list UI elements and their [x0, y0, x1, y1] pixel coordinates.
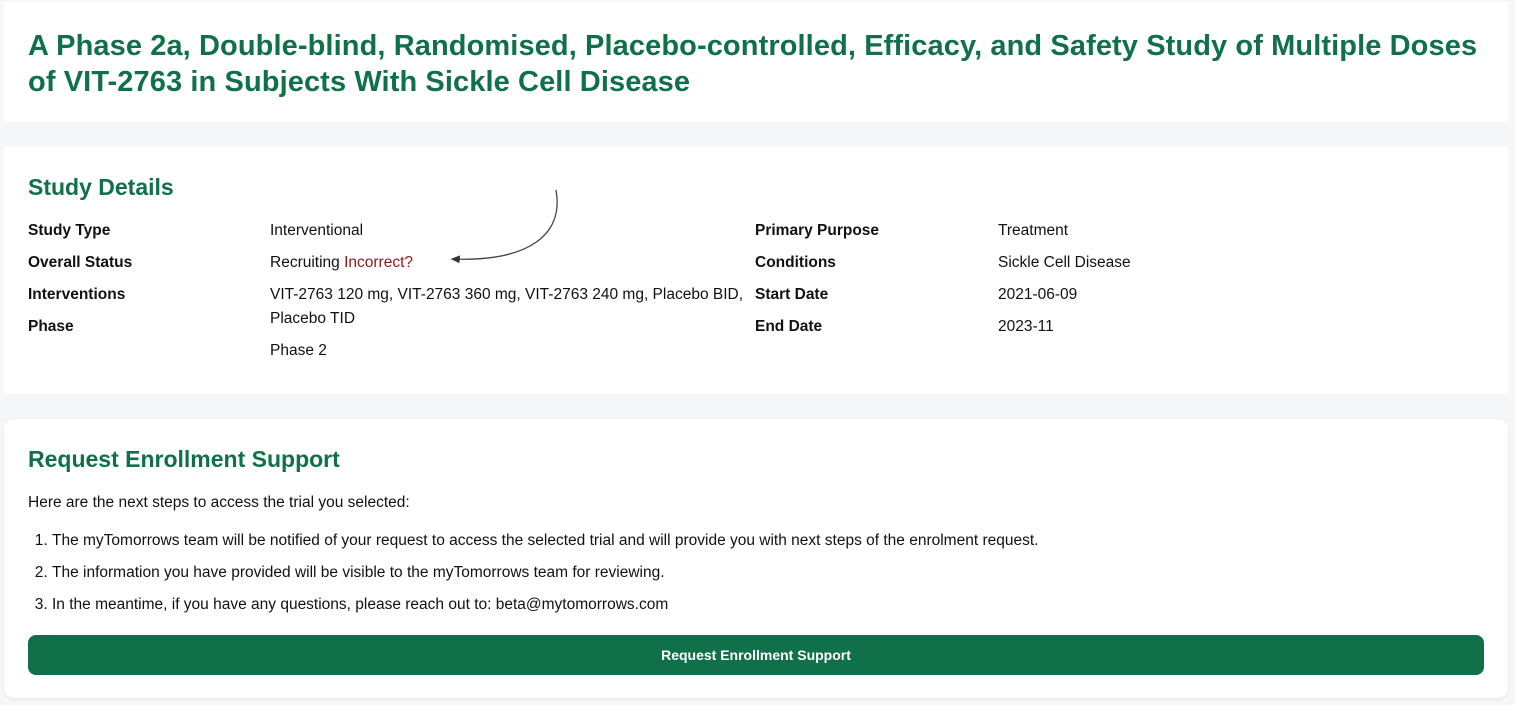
- conditions-label: Conditions: [755, 254, 836, 271]
- overall-status-row: Recruiting Incorrect?: [270, 251, 760, 283]
- study-details-heading: Study Details: [28, 174, 174, 200]
- phase-label: Phase: [28, 318, 74, 335]
- phase-value: Phase 2: [270, 342, 327, 359]
- left-labels-column: Study Type Overall Status Interventions …: [28, 219, 268, 347]
- request-enrollment-button[interactable]: Request Enrollment Support: [28, 635, 1484, 675]
- enrollment-step: The myTomorrows team will be notified of…: [52, 529, 1484, 553]
- conditions-value: Sickle Cell Disease: [998, 254, 1131, 271]
- right-values-column: Treatment Sickle Cell Disease 2021-06-09…: [998, 219, 1398, 347]
- interventions-value: VIT-2763 120 mg, VIT-2763 360 mg, VIT-27…: [270, 286, 744, 327]
- study-type-value: Interventional: [270, 222, 364, 239]
- enrollment-steps: The myTomorrows team will be notified of…: [28, 529, 1484, 617]
- primary-purpose-label: Primary Purpose: [755, 222, 880, 239]
- primary-purpose-value: Treatment: [998, 222, 1069, 239]
- right-labels-column: Primary Purpose Conditions Start Date En…: [755, 219, 995, 347]
- interventions-label: Interventions: [28, 286, 126, 303]
- study-type-label: Study Type: [28, 222, 111, 239]
- end-date-label: End Date: [755, 318, 823, 335]
- overall-status-value: Recruiting: [270, 254, 340, 271]
- incorrect-status-link[interactable]: Incorrect?: [344, 254, 414, 271]
- study-details-card: Study Details Study Type Overall Status …: [4, 147, 1508, 394]
- left-values-column: Interventional Recruiting Incorrect? VIT…: [270, 219, 760, 371]
- enrollment-support-card: Request Enrollment Support Here are the …: [4, 419, 1508, 698]
- start-date-value: 2021-06-09: [998, 286, 1078, 303]
- study-details-grid: Study Type Overall Status Interventions …: [28, 219, 1488, 379]
- annotation-arrow-icon: [450, 189, 558, 264]
- start-date-label: Start Date: [755, 286, 829, 303]
- overall-status-label: Overall Status: [28, 254, 133, 271]
- enrollment-heading: Request Enrollment Support: [28, 446, 340, 472]
- title-card: A Phase 2a, Double-blind, Randomised, Pl…: [4, 2, 1508, 122]
- enrollment-intro: Here are the next steps to access the tr…: [28, 494, 410, 511]
- enrollment-step: The information you have provided will b…: [52, 561, 1484, 585]
- end-date-value: 2023-11: [998, 318, 1054, 335]
- page-title: A Phase 2a, Double-blind, Randomised, Pl…: [28, 30, 1478, 98]
- enrollment-step: In the meantime, if you have any questio…: [52, 593, 1484, 617]
